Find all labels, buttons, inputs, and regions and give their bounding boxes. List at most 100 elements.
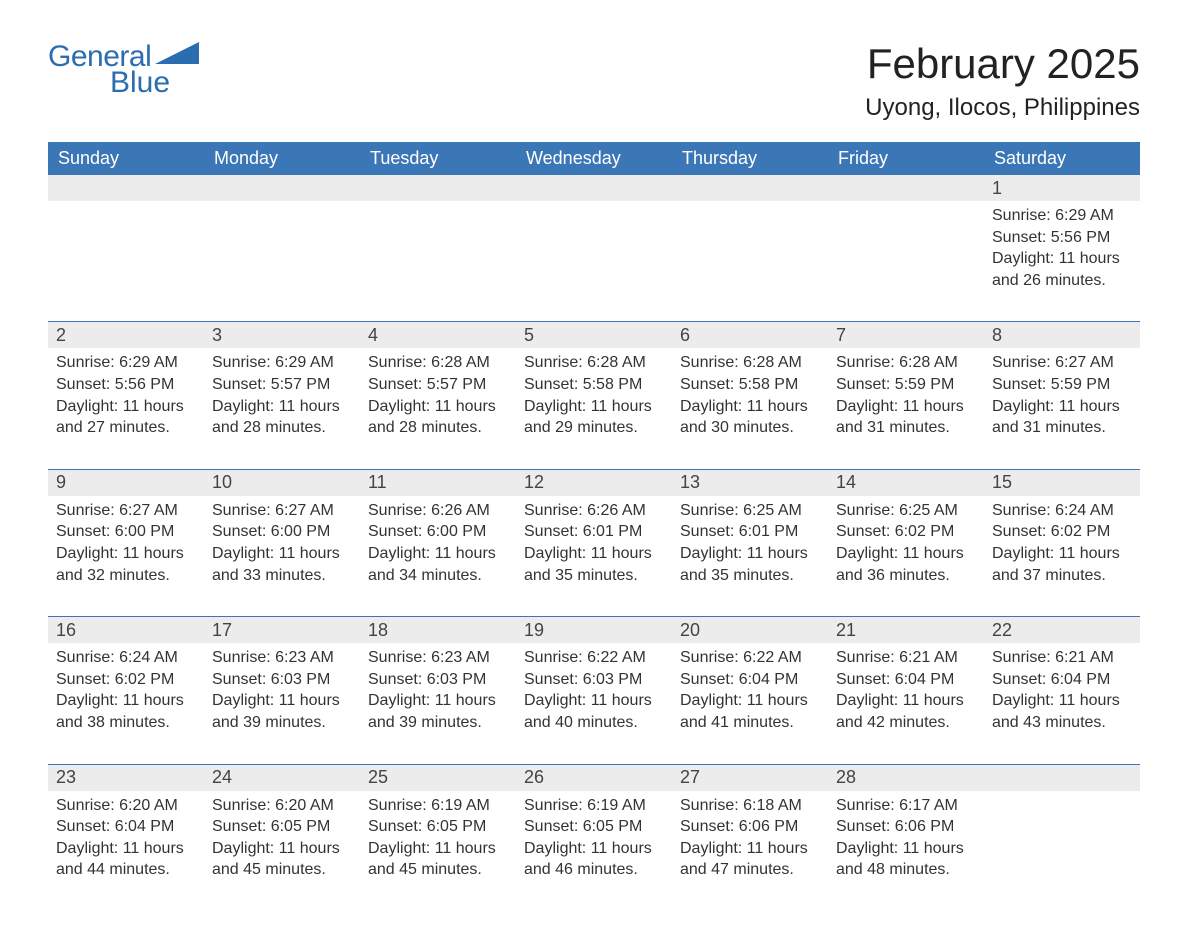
weekday-header: Thursday xyxy=(672,142,828,175)
day-cell: Sunrise: 6:18 AMSunset: 6:06 PMDaylight:… xyxy=(672,791,828,911)
sunrise-text: Sunrise: 6:24 AM xyxy=(56,647,196,669)
day-number: 27 xyxy=(672,765,828,791)
day-content-row: Sunrise: 6:20 AMSunset: 6:04 PMDaylight:… xyxy=(48,791,1140,911)
sunset-text: Sunset: 6:04 PM xyxy=(680,669,820,691)
day-number xyxy=(984,765,1140,791)
day-number: 10 xyxy=(204,470,360,496)
day-number: 2 xyxy=(48,322,204,348)
sunset-text: Sunset: 5:56 PM xyxy=(56,374,196,396)
weekday-header: Tuesday xyxy=(360,142,516,175)
daylight-text: Daylight: 11 hours and 48 minutes. xyxy=(836,838,976,881)
day-content-row: Sunrise: 6:27 AMSunset: 6:00 PMDaylight:… xyxy=(48,496,1140,617)
day-number xyxy=(204,175,360,201)
daylight-text: Daylight: 11 hours and 37 minutes. xyxy=(992,543,1132,586)
title-block: February 2025 Uyong, Ilocos, Philippines xyxy=(865,40,1140,134)
sunrise-text: Sunrise: 6:23 AM xyxy=(368,647,508,669)
day-number: 19 xyxy=(516,617,672,643)
sunrise-text: Sunrise: 6:25 AM xyxy=(836,500,976,522)
day-number xyxy=(828,175,984,201)
day-number: 14 xyxy=(828,470,984,496)
daylight-text: Daylight: 11 hours and 34 minutes. xyxy=(368,543,508,586)
sunset-text: Sunset: 6:01 PM xyxy=(524,521,664,543)
day-cell: Sunrise: 6:25 AMSunset: 6:02 PMDaylight:… xyxy=(828,496,984,617)
day-number xyxy=(672,175,828,201)
day-number: 23 xyxy=(48,765,204,791)
sunrise-text: Sunrise: 6:27 AM xyxy=(56,500,196,522)
day-number: 6 xyxy=(672,322,828,348)
day-cell: Sunrise: 6:23 AMSunset: 6:03 PMDaylight:… xyxy=(360,643,516,764)
sunset-text: Sunset: 6:05 PM xyxy=(212,816,352,838)
day-cell: Sunrise: 6:28 AMSunset: 5:57 PMDaylight:… xyxy=(360,348,516,469)
daylight-text: Daylight: 11 hours and 31 minutes. xyxy=(992,396,1132,439)
day-number: 4 xyxy=(360,322,516,348)
daylight-text: Daylight: 11 hours and 35 minutes. xyxy=(680,543,820,586)
daylight-text: Daylight: 11 hours and 28 minutes. xyxy=(212,396,352,439)
sunrise-text: Sunrise: 6:26 AM xyxy=(368,500,508,522)
day-cell xyxy=(204,201,360,322)
day-number: 26 xyxy=(516,765,672,791)
sunset-text: Sunset: 6:03 PM xyxy=(524,669,664,691)
daylight-text: Daylight: 11 hours and 39 minutes. xyxy=(212,690,352,733)
day-cell: Sunrise: 6:29 AMSunset: 5:56 PMDaylight:… xyxy=(48,348,204,469)
day-number: 21 xyxy=(828,617,984,643)
sunset-text: Sunset: 6:05 PM xyxy=(524,816,664,838)
sunrise-text: Sunrise: 6:25 AM xyxy=(680,500,820,522)
day-number: 17 xyxy=(204,617,360,643)
day-cell: Sunrise: 6:27 AMSunset: 6:00 PMDaylight:… xyxy=(48,496,204,617)
daylight-text: Daylight: 11 hours and 31 minutes. xyxy=(836,396,976,439)
daylight-text: Daylight: 11 hours and 43 minutes. xyxy=(992,690,1132,733)
day-number: 28 xyxy=(828,765,984,791)
weekday-header: Saturday xyxy=(984,142,1140,175)
day-content-row: Sunrise: 6:29 AMSunset: 5:56 PMDaylight:… xyxy=(48,348,1140,469)
day-number: 20 xyxy=(672,617,828,643)
sunrise-text: Sunrise: 6:27 AM xyxy=(212,500,352,522)
daylight-text: Daylight: 11 hours and 33 minutes. xyxy=(212,543,352,586)
sunrise-text: Sunrise: 6:24 AM xyxy=(992,500,1132,522)
day-number xyxy=(48,175,204,201)
day-cell: Sunrise: 6:27 AMSunset: 6:00 PMDaylight:… xyxy=(204,496,360,617)
sunset-text: Sunset: 6:01 PM xyxy=(680,521,820,543)
logo: General Blue xyxy=(48,40,203,98)
weekday-header: Sunday xyxy=(48,142,204,175)
day-cell xyxy=(984,791,1140,911)
day-number: 18 xyxy=(360,617,516,643)
sunrise-text: Sunrise: 6:27 AM xyxy=(992,352,1132,374)
sunrise-text: Sunrise: 6:29 AM xyxy=(992,205,1132,227)
day-cell: Sunrise: 6:28 AMSunset: 5:58 PMDaylight:… xyxy=(516,348,672,469)
day-cell: Sunrise: 6:28 AMSunset: 5:59 PMDaylight:… xyxy=(828,348,984,469)
daylight-text: Daylight: 11 hours and 27 minutes. xyxy=(56,396,196,439)
day-number: 11 xyxy=(360,470,516,496)
sunset-text: Sunset: 6:00 PM xyxy=(56,521,196,543)
logo-word-blue: Blue xyxy=(110,68,203,98)
daynum-row: 1 xyxy=(48,175,1140,201)
day-cell: Sunrise: 6:22 AMSunset: 6:03 PMDaylight:… xyxy=(516,643,672,764)
sunrise-text: Sunrise: 6:19 AM xyxy=(368,795,508,817)
sunset-text: Sunset: 5:57 PM xyxy=(212,374,352,396)
day-number: 9 xyxy=(48,470,204,496)
day-content-row: Sunrise: 6:24 AMSunset: 6:02 PMDaylight:… xyxy=(48,643,1140,764)
day-cell: Sunrise: 6:19 AMSunset: 6:05 PMDaylight:… xyxy=(360,791,516,911)
sunset-text: Sunset: 6:03 PM xyxy=(212,669,352,691)
daylight-text: Daylight: 11 hours and 39 minutes. xyxy=(368,690,508,733)
day-cell: Sunrise: 6:23 AMSunset: 6:03 PMDaylight:… xyxy=(204,643,360,764)
day-cell: Sunrise: 6:25 AMSunset: 6:01 PMDaylight:… xyxy=(672,496,828,617)
sunrise-text: Sunrise: 6:23 AM xyxy=(212,647,352,669)
daylight-text: Daylight: 11 hours and 32 minutes. xyxy=(56,543,196,586)
daylight-text: Daylight: 11 hours and 46 minutes. xyxy=(524,838,664,881)
sunset-text: Sunset: 5:59 PM xyxy=(836,374,976,396)
sunrise-text: Sunrise: 6:28 AM xyxy=(524,352,664,374)
day-number xyxy=(516,175,672,201)
day-number: 8 xyxy=(984,322,1140,348)
day-cell: Sunrise: 6:26 AMSunset: 6:00 PMDaylight:… xyxy=(360,496,516,617)
daylight-text: Daylight: 11 hours and 26 minutes. xyxy=(992,248,1132,291)
daynum-row: 2345678 xyxy=(48,322,1140,348)
day-cell: Sunrise: 6:22 AMSunset: 6:04 PMDaylight:… xyxy=(672,643,828,764)
sunset-text: Sunset: 6:04 PM xyxy=(836,669,976,691)
sunrise-text: Sunrise: 6:21 AM xyxy=(836,647,976,669)
day-number: 13 xyxy=(672,470,828,496)
header: General Blue February 2025 Uyong, Ilocos… xyxy=(48,40,1140,134)
day-cell: Sunrise: 6:19 AMSunset: 6:05 PMDaylight:… xyxy=(516,791,672,911)
weekday-header: Wednesday xyxy=(516,142,672,175)
day-number: 22 xyxy=(984,617,1140,643)
daylight-text: Daylight: 11 hours and 36 minutes. xyxy=(836,543,976,586)
